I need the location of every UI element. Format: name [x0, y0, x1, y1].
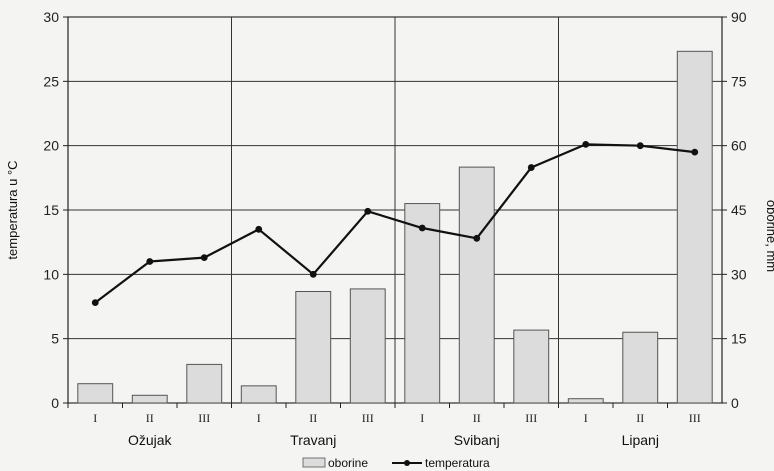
legend-label-temperatura: temperatura	[425, 456, 490, 470]
left-axis-ticks: 0 5 10 15 20 25 30	[43, 9, 68, 411]
point-temperatura-9	[582, 140, 590, 148]
bar-oborine-10	[622, 331, 659, 404]
decade-label-5: III	[362, 411, 374, 425]
point-temperatura-3	[255, 225, 263, 233]
decade-label-4: II	[309, 411, 317, 425]
month-label-0: Ožujak	[128, 432, 173, 448]
point-temperatura-4	[309, 270, 317, 278]
month-label-2: Svibanj	[454, 432, 500, 448]
bar-oborine-6	[404, 203, 441, 404]
temperatura-line	[94, 143, 695, 304]
decade-label-6: I	[420, 411, 424, 425]
point-temperatura-5	[364, 207, 372, 215]
bar-oborine-4	[295, 290, 332, 404]
decade-label-10: II	[636, 411, 644, 425]
bar-oborine-2	[186, 363, 223, 404]
bars-oborine	[77, 50, 713, 404]
right-tick-label-2: 30	[731, 266, 747, 282]
left-tick-label-0: 0	[51, 395, 59, 411]
decade-label-8: III	[525, 411, 537, 425]
bar-oborine-0	[77, 383, 114, 404]
legend: oborine temperatura	[302, 456, 490, 470]
decade-label-11: III	[689, 411, 701, 425]
left-tick-label-2: 10	[43, 266, 59, 282]
month-label-3: Lipanj	[622, 432, 659, 448]
legend-marker-temperatura	[404, 460, 410, 466]
right-tick-label-0: 0	[731, 395, 739, 411]
bar-oborine-3	[240, 385, 277, 404]
point-temperatura-10	[636, 142, 644, 150]
left-tick-label-3: 15	[43, 202, 59, 218]
point-temperatura-7	[473, 234, 481, 242]
line-temperatura	[91, 140, 699, 307]
bar-oborine-7	[458, 166, 495, 404]
month-label-1: Travanj	[290, 432, 336, 448]
left-tick-label-5: 25	[43, 73, 59, 89]
bar-oborine-11	[676, 50, 713, 404]
legend-label-oborine: oborine	[328, 456, 368, 470]
decade-label-2: III	[198, 411, 210, 425]
right-tick-label-4: 60	[731, 138, 747, 154]
month-separators	[231, 17, 559, 403]
right-tick-label-3: 45	[731, 202, 747, 218]
point-temperatura-2	[200, 254, 208, 262]
point-temperatura-6	[418, 224, 426, 232]
left-tick-label-1: 5	[51, 331, 59, 347]
left-tick-label-4: 20	[43, 138, 59, 154]
right-tick-label-6: 90	[731, 9, 747, 25]
decade-label-1: II	[146, 411, 154, 425]
decade-label-3: I	[257, 411, 261, 425]
bar-oborine-8	[513, 329, 550, 404]
decade-label-9: I	[584, 411, 588, 425]
decade-label-7: II	[473, 411, 481, 425]
right-axis-ticks: 0 15 30 45 60 75 90	[722, 9, 747, 411]
point-temperatura-1	[146, 258, 154, 265]
y-axis-right-title: oborine, mm	[764, 200, 774, 272]
point-temperatura-8	[527, 164, 535, 171]
y-axis-left-title: temperatura u °C	[5, 160, 20, 259]
bar-oborine-1	[131, 394, 168, 404]
right-tick-label-1: 15	[731, 331, 747, 347]
bar-oborine-9	[567, 398, 604, 404]
legend-swatch-oborine	[302, 457, 326, 468]
point-temperatura-0	[91, 299, 99, 307]
right-tick-label-5: 75	[731, 73, 747, 89]
point-temperatura-11	[691, 148, 699, 156]
bar-oborine-5	[349, 288, 386, 404]
decade-label-0: I	[93, 411, 97, 425]
left-tick-label-6: 30	[43, 9, 59, 25]
